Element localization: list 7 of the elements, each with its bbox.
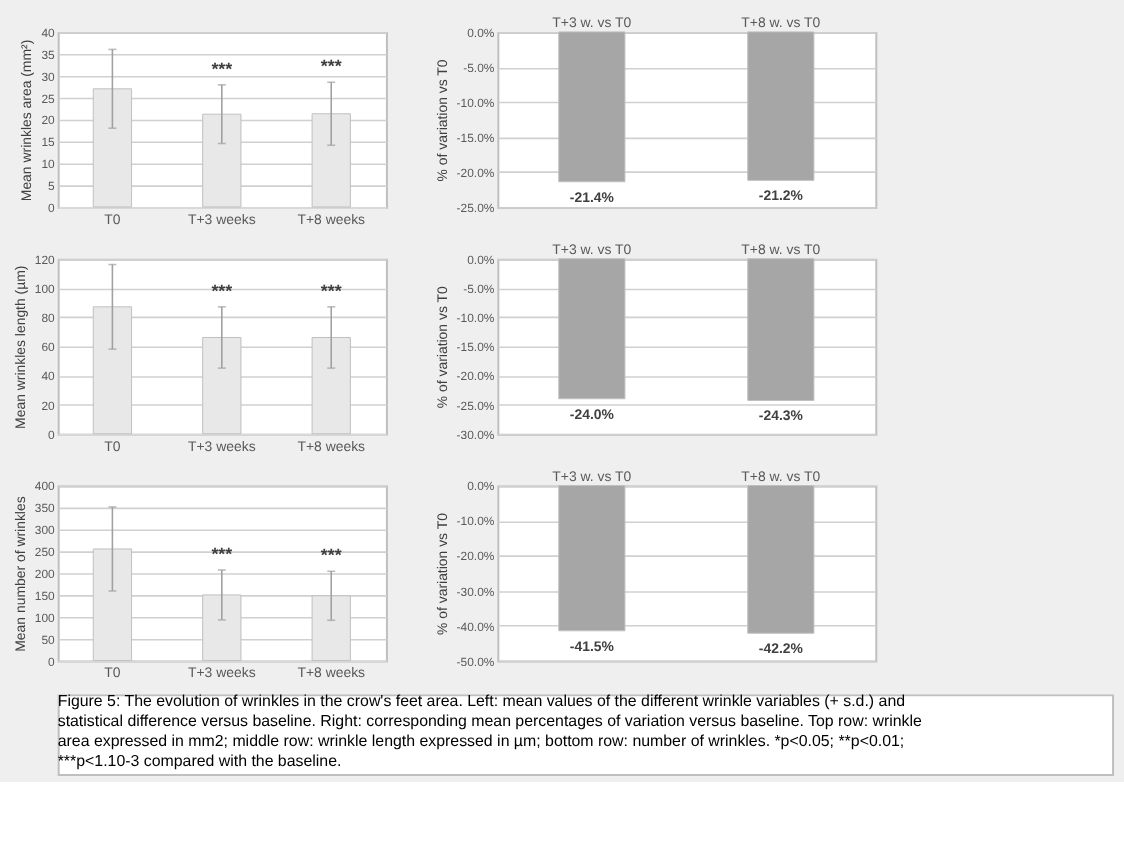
annotation: *** xyxy=(211,280,234,301)
annotation: *** xyxy=(211,58,234,79)
annotation: *** xyxy=(320,545,343,566)
annotation: *** xyxy=(211,544,234,565)
annotation: *** xyxy=(320,280,343,301)
annotation: *** xyxy=(320,56,343,77)
text: Figure 5: The evolution of wrinkles in the crow's feet area. Left: mean values of the different wrinkle variables (+ s.d.) and statistical difference versus baseline. Right: corresponding mean percentages of variation versus baseline. Top row: wrinkle area expressed in mm2; middle row: wrinkle length expressed in µm; bottom row: number of wrinkles. *p<0.05; **p<0.01; ***p<1.10-3 compared with the baseline. xyxy=(57,692,922,770)
